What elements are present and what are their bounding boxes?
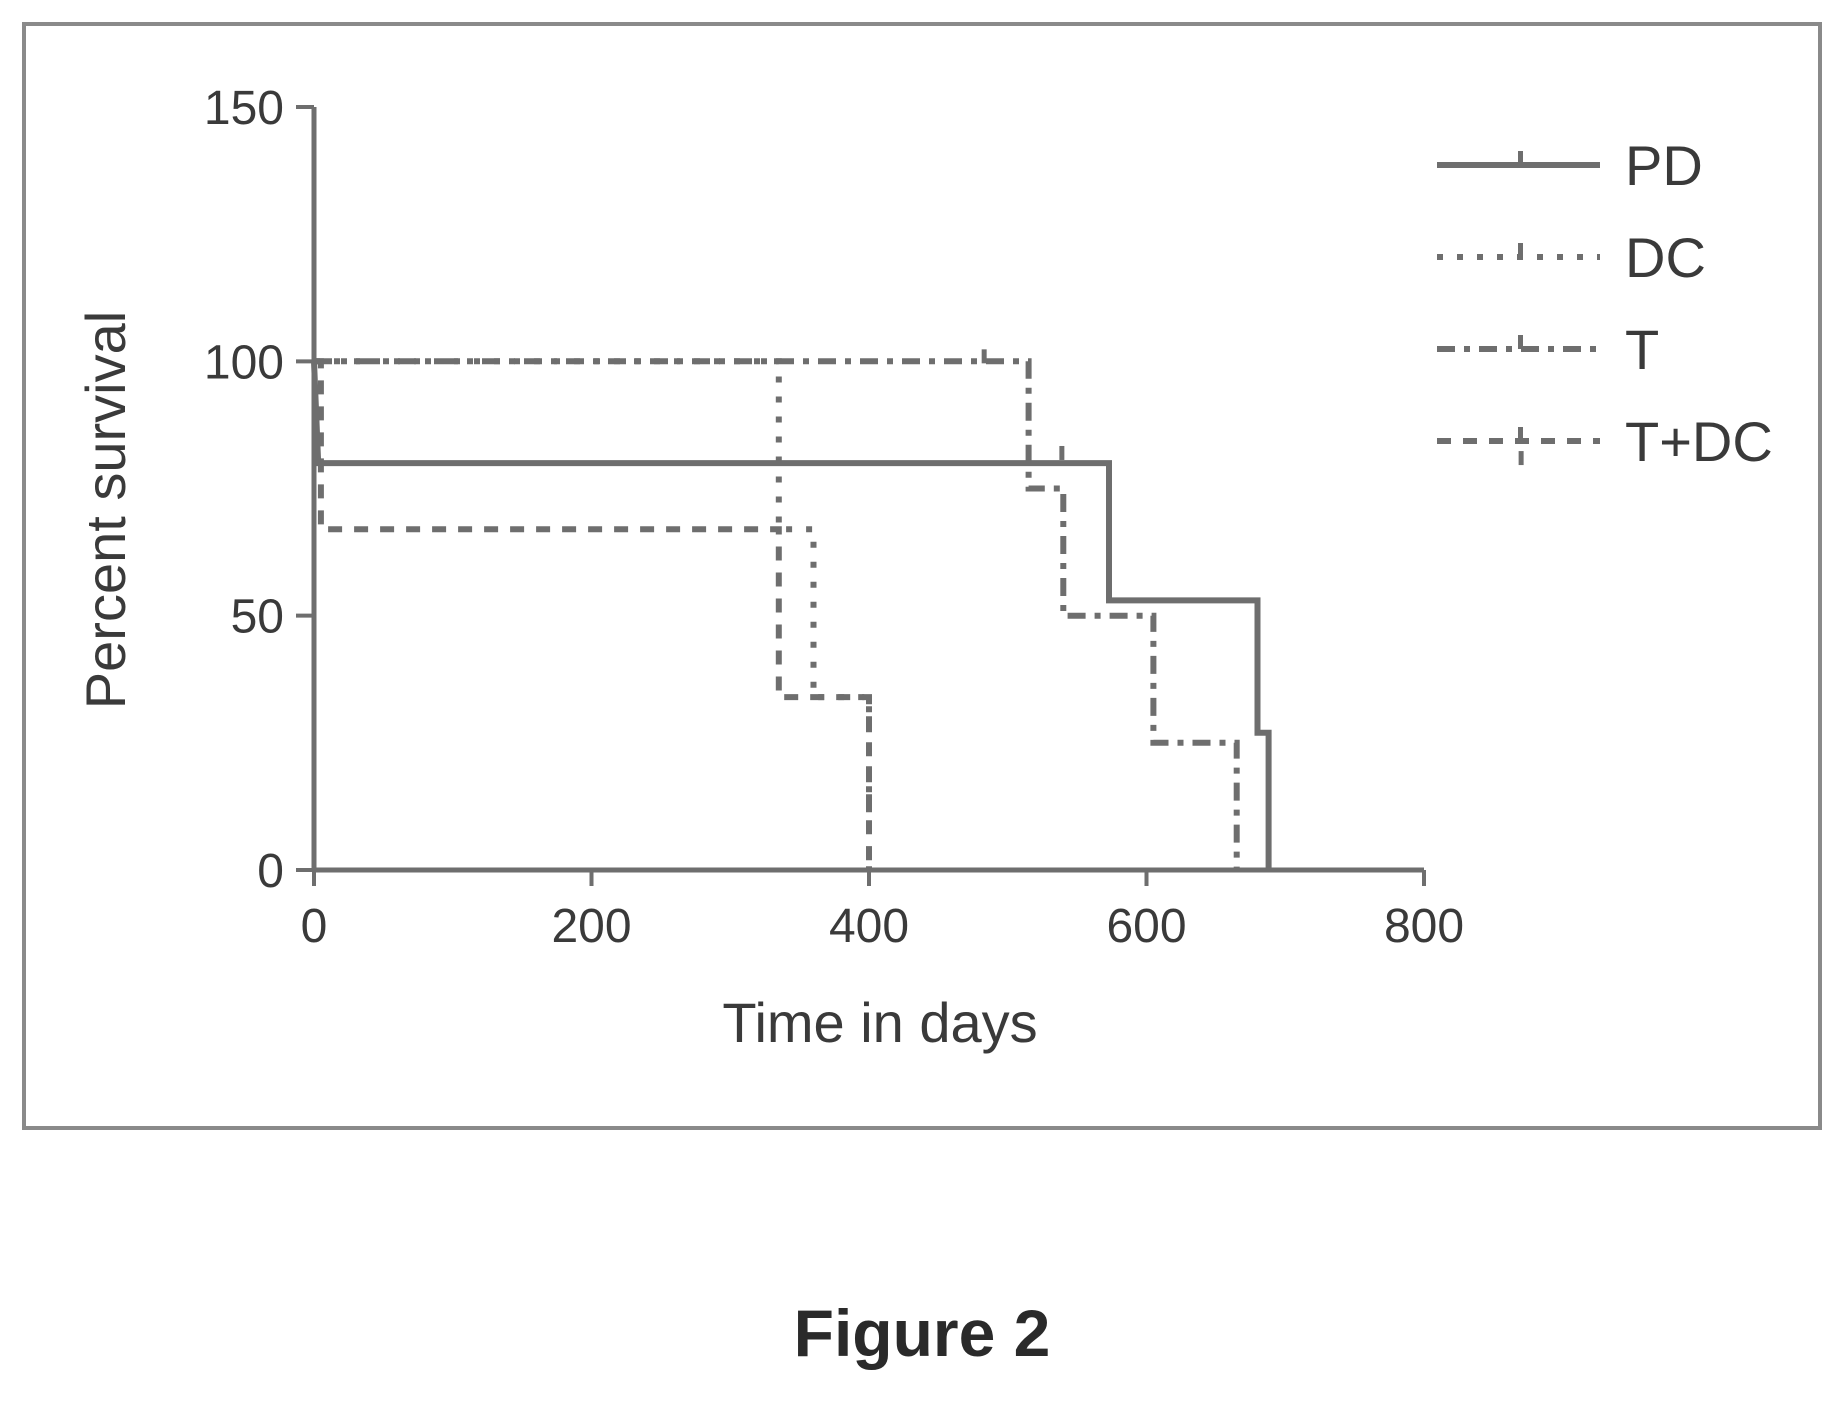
figure-caption: Figure 2: [793, 1296, 1051, 1370]
legend-label-t-plus-dc: T+DC: [1625, 410, 1773, 473]
y-tick-label-2: 100: [204, 336, 284, 389]
x-axis-label: Time in days: [722, 991, 1037, 1054]
y-tick-label-3: 150: [204, 82, 284, 135]
legend: PD DC T T+DC: [1437, 134, 1773, 473]
series-line-t-plus-dc: [314, 358, 872, 870]
y-tick-label-0: 0: [257, 845, 284, 898]
x-tick-label-0: 0: [301, 900, 328, 953]
series-line-dc: [314, 358, 872, 870]
axes: 0 200 400 600 800 0 50 100 150: [204, 82, 1464, 953]
x-tick-label-4: 800: [1384, 900, 1464, 953]
x-tick-label-2: 400: [829, 900, 909, 953]
legend-label-t: T: [1625, 318, 1659, 381]
legend-label-dc: DC: [1625, 226, 1706, 289]
series-layer: [311, 349, 1524, 870]
y-tick-label-1: 50: [231, 591, 284, 644]
x-tick-label-1: 200: [551, 900, 631, 953]
x-tick-label-3: 600: [1106, 900, 1186, 953]
legend-label-pd: PD: [1625, 134, 1703, 197]
series-line-t: [314, 358, 1240, 870]
series-line-pd: [311, 361, 1272, 870]
y-axis-label: Percent survival: [74, 311, 137, 709]
figure-frame: [22, 22, 1822, 1130]
